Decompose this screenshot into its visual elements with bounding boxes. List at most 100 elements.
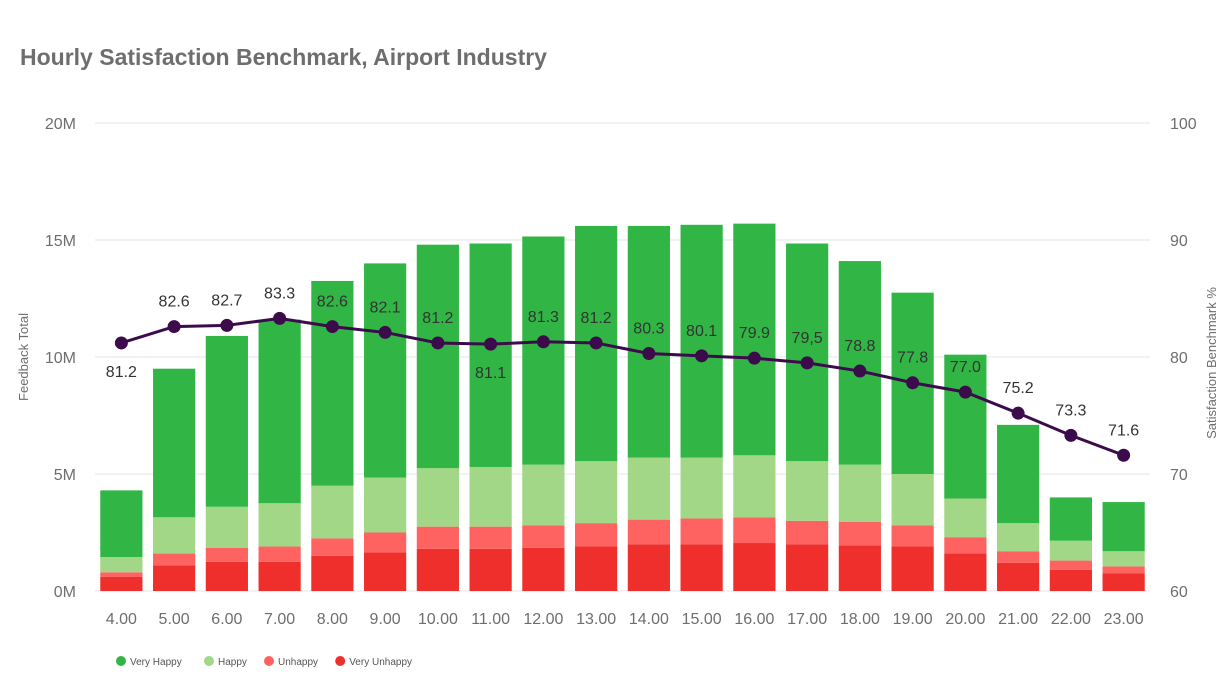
benchmark-point[interactable] xyxy=(378,325,392,339)
benchmark-point[interactable] xyxy=(325,320,339,334)
bar-segment-very-unhappy[interactable] xyxy=(100,576,143,591)
bar-segment-very-happy[interactable] xyxy=(205,335,248,507)
bar-segment-very-happy[interactable] xyxy=(1049,497,1092,541)
bar-segment-unhappy[interactable] xyxy=(838,521,881,546)
bar-segment-very-unhappy[interactable] xyxy=(997,562,1040,591)
bar-segment-very-unhappy[interactable] xyxy=(891,546,934,591)
bar-segment-happy[interactable] xyxy=(575,461,618,524)
bar-segment-happy[interactable] xyxy=(997,523,1040,552)
bar-segment-unhappy[interactable] xyxy=(786,520,829,545)
bar-segment-happy[interactable] xyxy=(416,468,459,527)
bar-segment-happy[interactable] xyxy=(258,503,301,547)
bar-segment-very-happy[interactable] xyxy=(786,243,829,462)
bar-segment-very-happy[interactable] xyxy=(1102,502,1145,552)
bar-segment-very-unhappy[interactable] xyxy=(627,544,670,591)
benchmark-point[interactable] xyxy=(642,346,656,360)
legend-item-very-happy[interactable]: Very Happy xyxy=(116,656,182,668)
bar-segment-very-unhappy[interactable] xyxy=(522,547,565,591)
bar-segment-very-unhappy[interactable] xyxy=(733,543,776,591)
bar-segment-very-happy[interactable] xyxy=(733,223,776,456)
bar-segment-very-happy[interactable] xyxy=(100,490,143,558)
benchmark-point[interactable] xyxy=(958,385,972,399)
bar-segment-unhappy[interactable] xyxy=(311,538,354,556)
bar-segment-happy[interactable] xyxy=(838,464,881,522)
bar-segment-happy[interactable] xyxy=(205,506,248,548)
bar-segment-very-happy[interactable] xyxy=(627,225,670,458)
bar-segment-very-happy[interactable] xyxy=(311,280,354,486)
benchmark-point[interactable] xyxy=(589,336,603,350)
benchmark-point[interactable] xyxy=(220,318,234,332)
benchmark-point[interactable] xyxy=(431,336,445,350)
benchmark-point[interactable] xyxy=(1011,406,1025,420)
bar-segment-very-happy[interactable] xyxy=(416,244,459,469)
bar-segment-unhappy[interactable] xyxy=(575,523,618,547)
benchmark-point[interactable] xyxy=(800,356,814,370)
bar-segment-very-happy[interactable] xyxy=(258,319,301,504)
bar-segment-very-unhappy[interactable] xyxy=(1102,573,1145,591)
bar-segment-unhappy[interactable] xyxy=(258,546,301,562)
bar-segment-happy[interactable] xyxy=(627,457,670,520)
bar-segment-very-happy[interactable] xyxy=(364,263,407,478)
bar-segment-very-unhappy[interactable] xyxy=(311,555,354,591)
bar-segment-very-happy[interactable] xyxy=(153,368,196,518)
benchmark-point[interactable] xyxy=(273,311,287,325)
bar-segment-happy[interactable] xyxy=(1049,540,1092,561)
bar-segment-unhappy[interactable] xyxy=(469,526,512,549)
bar-segment-happy[interactable] xyxy=(469,466,512,527)
bar-segment-very-happy[interactable] xyxy=(944,354,987,499)
legend-item-unhappy[interactable]: Unhappy xyxy=(264,656,318,668)
bar-segment-unhappy[interactable] xyxy=(1049,560,1092,570)
benchmark-point[interactable] xyxy=(695,349,709,363)
benchmark-point[interactable] xyxy=(1117,448,1131,462)
legend-item-happy[interactable]: Happy xyxy=(204,656,247,668)
legend-item-very-unhappy[interactable]: Very Unhappy xyxy=(335,656,412,668)
benchmark-point[interactable] xyxy=(747,351,761,365)
bar-segment-very-unhappy[interactable] xyxy=(416,548,459,591)
bar-segment-unhappy[interactable] xyxy=(153,553,196,566)
bar-segment-happy[interactable] xyxy=(522,464,565,526)
bar-segment-unhappy[interactable] xyxy=(364,532,407,553)
bar-segment-unhappy[interactable] xyxy=(100,572,143,577)
bar-segment-very-unhappy[interactable] xyxy=(258,561,301,591)
benchmark-point[interactable] xyxy=(484,337,498,351)
bar-segment-very-unhappy[interactable] xyxy=(205,561,248,591)
bar-segment-very-unhappy[interactable] xyxy=(838,545,881,591)
bar-segment-very-happy[interactable] xyxy=(522,236,565,465)
bar-segment-very-unhappy[interactable] xyxy=(680,544,723,591)
bar-segment-unhappy[interactable] xyxy=(522,525,565,548)
benchmark-point[interactable] xyxy=(167,320,181,334)
bar-segment-happy[interactable] xyxy=(680,457,723,519)
bar-segment-happy[interactable] xyxy=(733,455,776,518)
bar-segment-unhappy[interactable] xyxy=(997,551,1040,563)
bar-segment-unhappy[interactable] xyxy=(891,525,934,547)
bar-segment-very-unhappy[interactable] xyxy=(364,552,407,591)
bar-segment-very-unhappy[interactable] xyxy=(944,553,987,591)
bar-segment-very-unhappy[interactable] xyxy=(575,546,618,591)
bar-segment-unhappy[interactable] xyxy=(1102,566,1145,574)
bar-segment-very-unhappy[interactable] xyxy=(1049,569,1092,591)
benchmark-point[interactable] xyxy=(906,376,920,390)
bar-segment-very-happy[interactable] xyxy=(838,261,881,465)
benchmark-point[interactable] xyxy=(853,364,867,378)
bar-segment-happy[interactable] xyxy=(1102,551,1145,567)
bar-segment-unhappy[interactable] xyxy=(205,547,248,562)
bar-segment-happy[interactable] xyxy=(891,474,934,526)
benchmark-point[interactable] xyxy=(536,335,550,349)
bar-segment-very-happy[interactable] xyxy=(997,424,1040,524)
bar-segment-unhappy[interactable] xyxy=(733,517,776,544)
bar-segment-happy[interactable] xyxy=(364,477,407,533)
bar-segment-happy[interactable] xyxy=(944,498,987,538)
bar-segment-unhappy[interactable] xyxy=(680,518,723,545)
bar-segment-happy[interactable] xyxy=(153,517,196,554)
bar-segment-very-happy[interactable] xyxy=(680,224,723,458)
benchmark-point[interactable] xyxy=(1064,428,1078,442)
bar-segment-unhappy[interactable] xyxy=(416,526,459,549)
bar-segment-happy[interactable] xyxy=(311,485,354,539)
bar-segment-very-unhappy[interactable] xyxy=(153,565,196,591)
bar-segment-unhappy[interactable] xyxy=(627,519,670,545)
benchmark-point[interactable] xyxy=(114,336,128,350)
bar-segment-happy[interactable] xyxy=(100,557,143,573)
bar-segment-very-happy[interactable] xyxy=(469,243,512,467)
bar-segment-very-unhappy[interactable] xyxy=(469,548,512,591)
bar-segment-happy[interactable] xyxy=(786,461,829,521)
